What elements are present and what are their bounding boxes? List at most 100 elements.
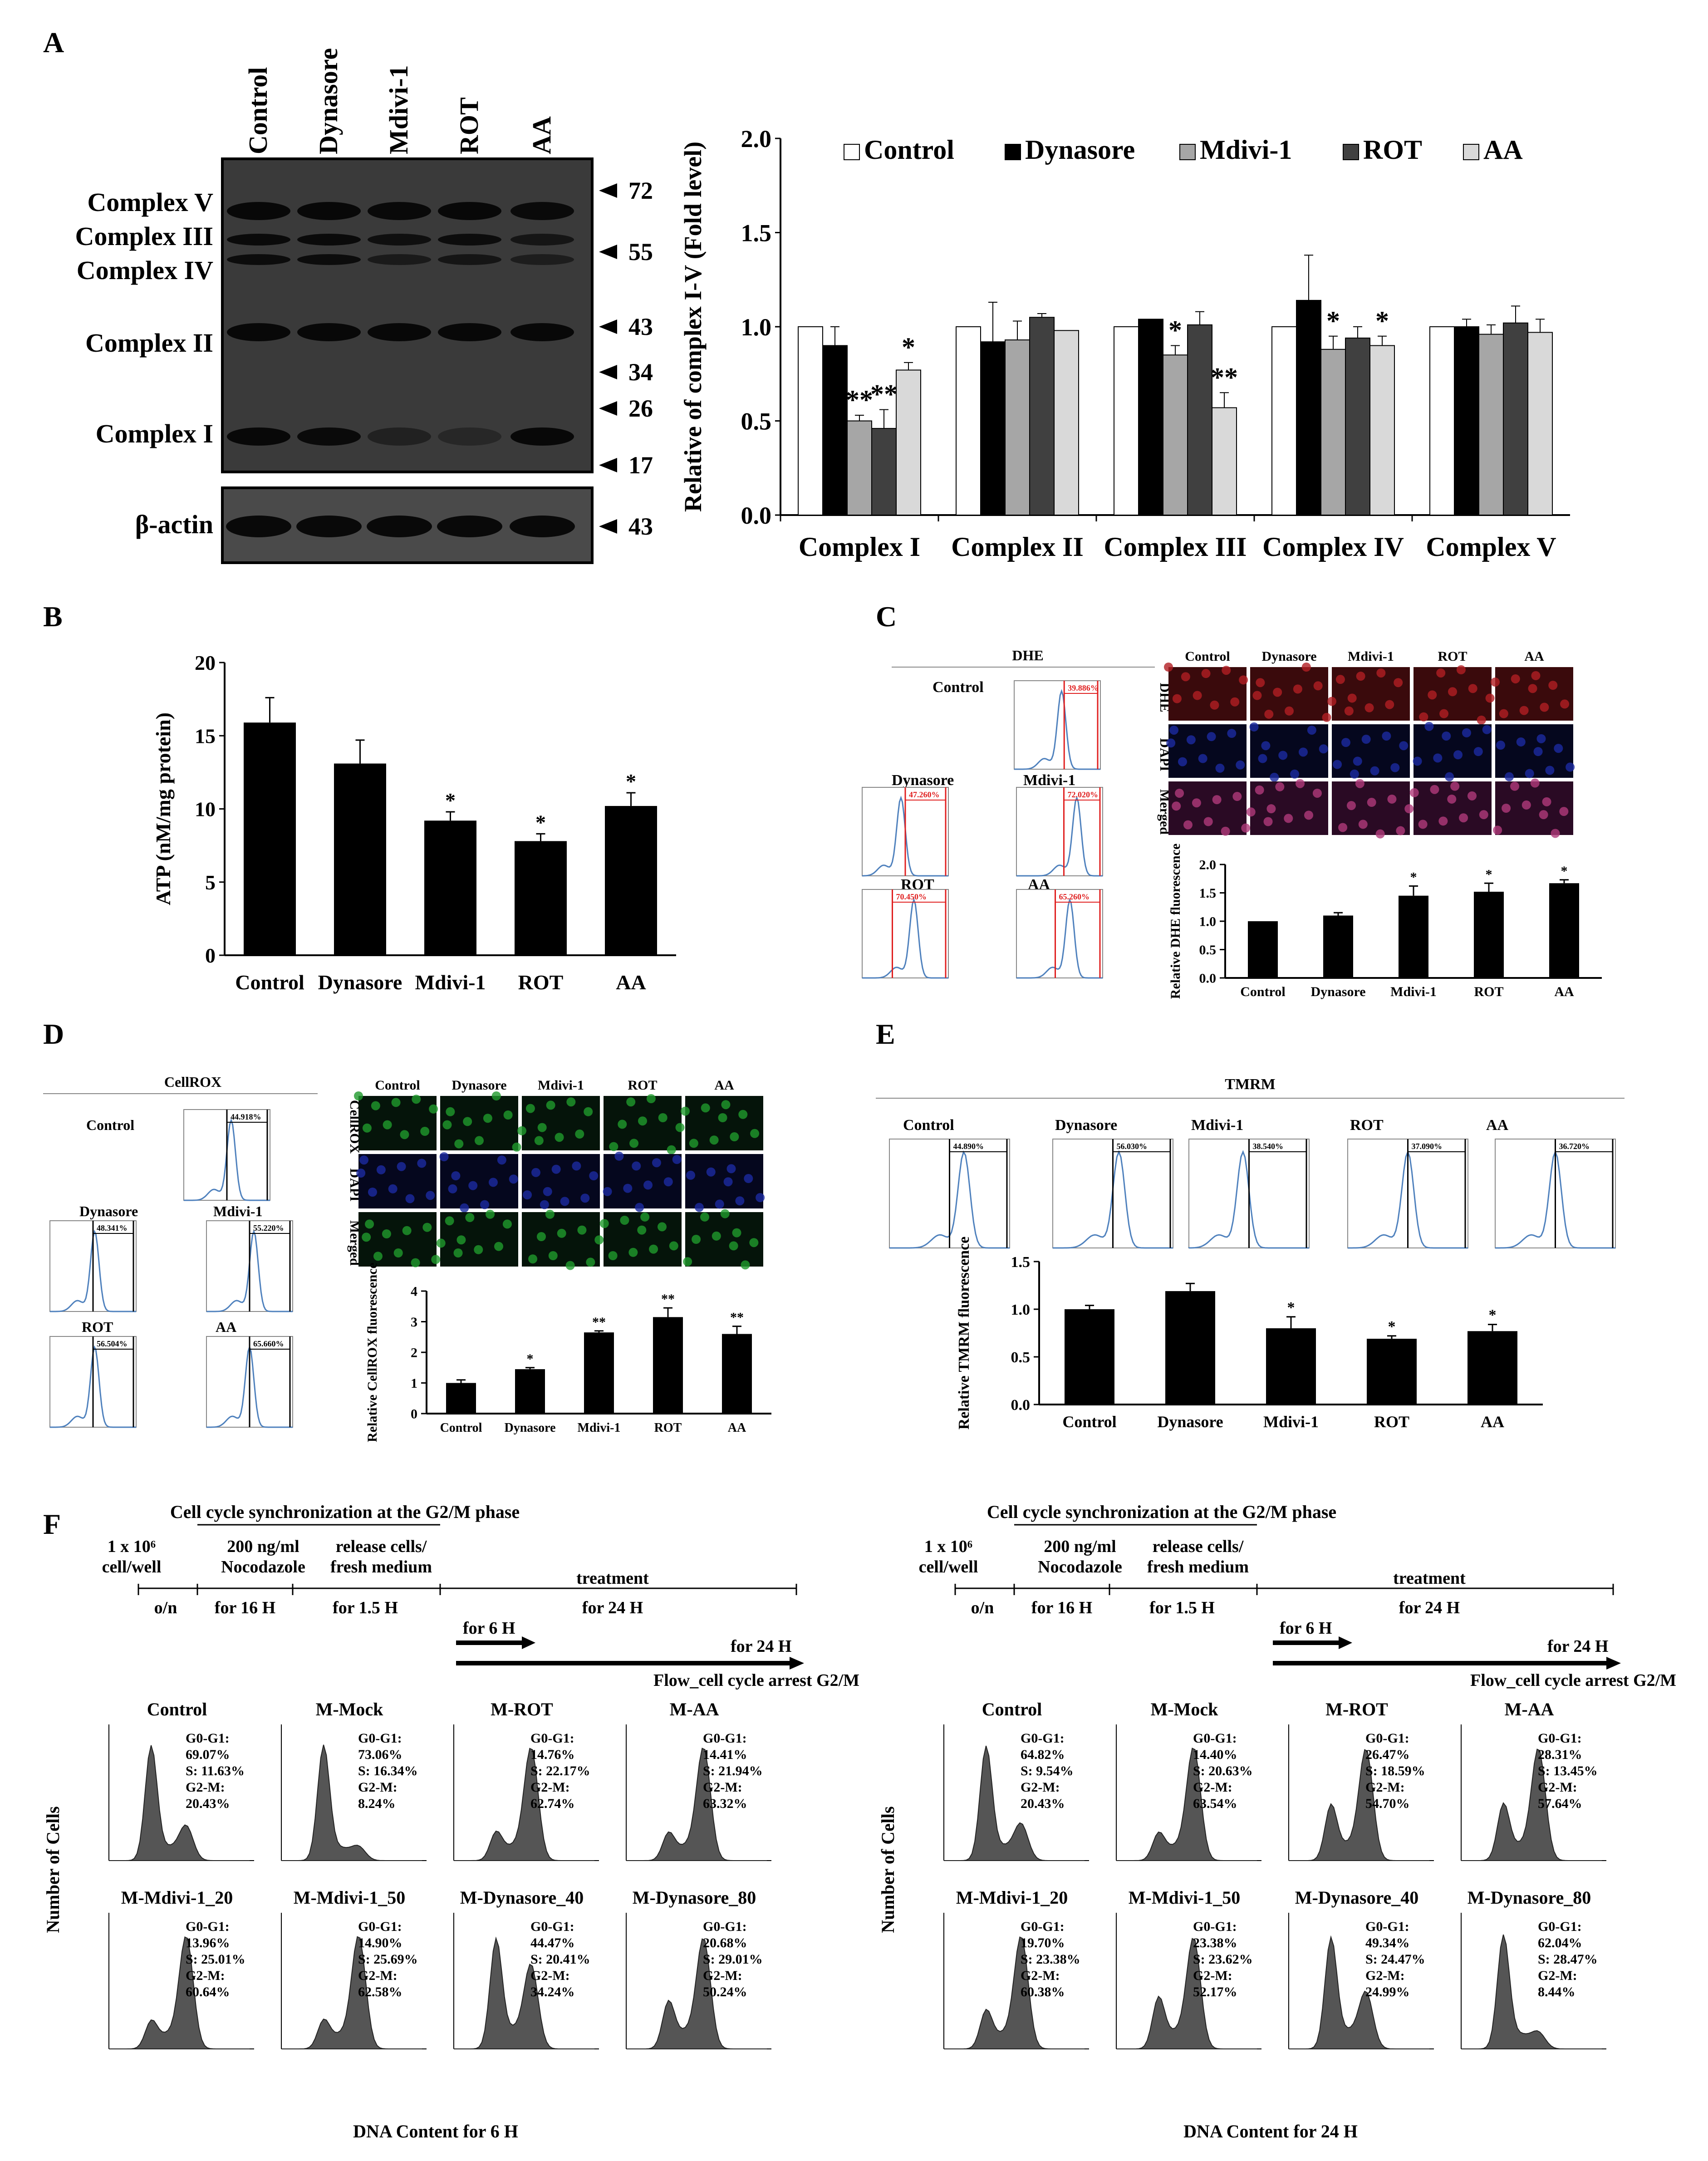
panelD-flow-percent: 56.504% [97,1339,128,1348]
panelD-micro-cell [580,1193,590,1203]
chartB-significance: * [445,789,456,812]
chartD-significance: * [527,1351,534,1366]
panelD-micro-cell [584,1107,593,1116]
chartB-y-tick-label: 5 [205,871,216,894]
chartA-y-tick-label: 2.0 [741,125,772,152]
blot-band-label: Complex III [75,221,213,251]
panelC-micro-cell [1566,762,1575,772]
panelF-s-value: S: 28.47% [1538,1952,1598,1967]
panelC-micro-cell [1249,722,1259,732]
panelD-micro-col-label: ROT [628,1078,657,1093]
actin-label: β-actin [135,510,213,539]
chartD-y-tick-label: 3 [411,1315,417,1330]
panelF-g2-label: G2-M: [703,1780,742,1795]
chartC-bar [1399,895,1428,978]
panelC-micro-cell [1186,735,1196,745]
chartA-bar [1138,319,1163,516]
panelD-micro-cell [497,1155,506,1165]
blot-lane-label: Dynasore [314,48,343,154]
blot-band-label: Complex I [96,419,213,448]
chartD-bar [653,1317,683,1414]
panelC-micro-cell [1263,817,1273,826]
chartE-bar [1065,1309,1114,1405]
chartE-y-axis-title: Relative TMRM fluorescence [956,1237,972,1430]
panelD-micro-cell [730,1132,739,1141]
panelE-flow-percent: 36.720% [1559,1142,1590,1151]
panelC-micro-cell [1252,691,1262,700]
panelD-micro-cell [431,1255,441,1264]
panelC-micro-cell [1347,801,1356,810]
panelF-histogram [1289,1749,1429,1861]
panelD-micro-cell [509,1174,518,1184]
blot-marker-label: 43 [628,313,653,340]
panelF-g2-value: 20.43% [1021,1796,1065,1811]
panelF-seed: 1 x 10⁶ [924,1537,972,1556]
panelD-micro-cell [649,1244,658,1254]
panel-label-c: C [876,600,897,633]
panelF-hist-title: Control [147,1699,207,1719]
chartE-x-tick-label: AA [1481,1413,1504,1431]
panelC-micro-cell [1542,797,1551,806]
panelC-micro-cell [1215,763,1225,773]
panelD-micro-cell [712,1231,721,1241]
chartD-bar [722,1334,752,1414]
panelC-micro-cell [1413,756,1422,766]
chartE-bar [1165,1291,1215,1405]
panelF-for24: for 24 H [1547,1637,1608,1656]
blot-band-label: Complex IV [77,255,213,285]
chartA-bar [1369,345,1395,516]
panelC-micro-cell [1539,810,1548,820]
panelC-micro-cell [1473,747,1483,756]
chartD-y-tick-label: 0 [411,1407,417,1422]
panelC-micro-cell [1344,706,1354,716]
panelF-g2-label: G2-M: [358,1780,398,1795]
panelC-micro-cell [1560,699,1570,709]
chartA-bar [1114,326,1139,516]
panelF-g2-value: 50.24% [703,1984,747,1999]
chartE-significance: * [1388,1318,1396,1335]
panelC-micro-cell [1521,800,1531,810]
panelD-micro-cell [359,1155,369,1165]
panelC-micro-cell [1367,798,1376,807]
cell-cycle-panel: Cell cycle synchronization at the G2/M p… [43,1502,1676,2141]
panelC-micro-cell [1430,785,1439,794]
panelE-flow-label: AA [1486,1117,1509,1134]
panelD-micro-cell [445,1216,454,1226]
blot-band [368,202,431,220]
panelD-micro-cell [637,1225,647,1235]
panelD-micro-cell [454,1139,464,1149]
panelC-micro-cell [1419,712,1428,722]
panelD-micro-cell [652,1158,661,1168]
panelC-micro-cell [1545,766,1555,775]
panelD-micro-cell [638,1116,647,1126]
panelD-micro-cell [546,1100,555,1110]
blot-lane-label: Control [243,67,273,154]
panelD-micro-cell [362,1123,372,1133]
panelC-micro-cell [1382,731,1391,741]
chartA-bar [1429,326,1455,516]
panelD-flow-label: Control [86,1117,134,1133]
panelC-flow-percent: 72.020% [1068,790,1099,799]
panelD-micro-cell [560,1197,569,1206]
panelF-g2-value: 62.74% [530,1796,575,1811]
panelE-flow-label: Control [903,1117,954,1134]
chartA-legend-label: ROT [1363,135,1422,165]
panelD-flow-percent: 65.660% [253,1339,284,1348]
panelC-micro-cell [1502,804,1511,813]
chartA-y-tick-label: 0.0 [741,502,772,529]
panelC-micro-cell [1198,754,1207,763]
panelD-micro-cell [658,1222,667,1232]
panelC-micro-image [1332,667,1410,721]
panelC-micro-cell [1298,747,1308,757]
panelC-micro-cell [1482,725,1492,734]
panelF-g2-label: G2-M: [1193,1780,1232,1795]
blot-marker-arrow [599,365,617,379]
chartA-legend-swatch [1179,144,1196,160]
panelF-g2-label: G2-M: [186,1968,225,1983]
chartA-y-axis-title: Relative of complex I-V (Fold level) [679,142,707,512]
panelF-histogram [1461,1748,1602,1861]
panelD-micro-cell [729,1241,738,1251]
panelD-micro-cell [726,1164,736,1174]
panelC-flow-curve [1016,898,1103,979]
blot-band [510,202,574,220]
